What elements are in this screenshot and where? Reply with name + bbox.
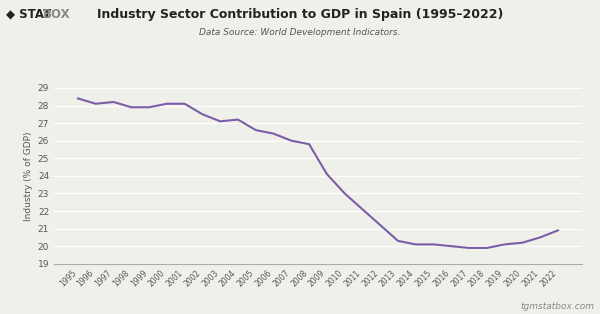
Y-axis label: Industry (% of GDP): Industry (% of GDP): [25, 131, 34, 221]
Text: Data Source: World Development Indicators.: Data Source: World Development Indicator…: [199, 28, 401, 37]
Text: tgmstatbox.com: tgmstatbox.com: [520, 302, 594, 311]
Text: ◆ STAT: ◆ STAT: [6, 8, 51, 21]
Text: BOX: BOX: [43, 8, 71, 21]
Text: Industry Sector Contribution to GDP in Spain (1995–2022): Industry Sector Contribution to GDP in S…: [97, 8, 503, 21]
